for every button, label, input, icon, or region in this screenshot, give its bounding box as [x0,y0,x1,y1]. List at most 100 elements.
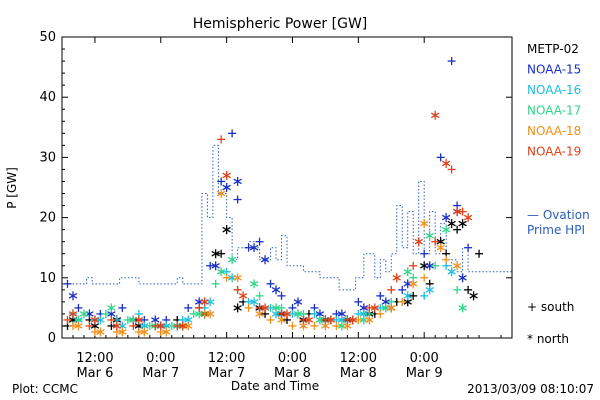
point-south-noaa-19 [409,261,418,270]
point-north-noaa-18-arm [419,220,429,227]
point-north-noaa-15-arm [249,244,259,251]
point-north-noaa-19 [441,158,451,168]
y-tick-label: 0 [48,331,56,346]
point-north-noaa-19 [326,315,336,325]
plot-timestamp: 2013/03/09 08:10:07 [467,382,594,396]
point-south-noaa-19 [63,315,72,324]
point-north-noaa-15 [293,297,303,307]
point-south-noaa-15 [233,195,242,204]
point-north-noaa-17 [403,267,412,277]
point-north-noaa-18 [74,321,83,331]
point-south-noaa-19 [447,165,456,174]
point-north-noaa-15 [233,176,242,186]
legend: METP-02 NOAA-15 NOAA-16 NOAA-17 NOAA-18 NOAA-… [527,42,590,346]
point-north-metp-02-arm [447,220,456,227]
point-north-noaa-16-arm [425,287,434,293]
point-south-noaa-15 [63,279,72,288]
point-north-noaa-18-arm [408,281,418,287]
point-north-metp-02 [458,219,467,229]
point-south-noaa-16 [310,309,319,318]
y-tick-label: 40 [39,90,56,105]
x-tick-label-date: Mar 8 [340,366,377,381]
point-south-noaa-18 [200,309,209,318]
point-south-noaa-15 [354,297,363,306]
point-south-noaa-18 [266,315,275,324]
point-north-noaa-18 [387,303,396,313]
point-south-noaa-15 [376,291,385,300]
point-south-noaa-15 [244,243,253,252]
point-south-noaa-19 [85,321,94,330]
x-tick-label-time: 0:00 [146,351,175,366]
point-south-noaa-19 [458,207,467,216]
point-north-noaa-17 [293,309,303,319]
point-north-noaa-15 [260,255,270,265]
point-north-metp-02-arm [469,293,478,299]
point-south-noaa-15 [464,243,473,252]
legend-entry: METP-02 [527,42,579,56]
point-north-noaa-19 [222,170,231,180]
point-south-noaa-15 [277,291,286,300]
point-north-noaa-17-arm [216,268,226,275]
point-north-noaa-19-arm [348,317,358,323]
x-tick-label-date: Mar 9 [406,366,443,381]
point-north-noaa-17 [227,255,237,265]
point-north-noaa-18-arm [365,317,374,323]
point-south-noaa-19 [233,285,242,294]
legend-south: + south [527,300,574,314]
point-north-noaa-17-arm [293,311,303,317]
point-south-noaa-18 [310,321,319,330]
point-north-noaa-19-arm [90,317,100,323]
point-north-noaa-17-arm [227,256,237,263]
point-south-metp-02 [409,291,418,300]
point-south-noaa-19 [173,321,182,330]
point-south-noaa-15 [118,303,127,312]
point-north-noaa-19-arm [463,214,473,221]
point-south-noaa-18 [354,315,363,324]
point-north-noaa-19-arm [326,317,336,323]
point-south-noaa-17 [123,315,132,324]
point-north-noaa-19 [370,303,380,313]
point-south-noaa-17 [255,291,264,300]
point-north-noaa-18-arm [96,329,105,335]
point-south-metp-02 [475,249,484,258]
point-north-noaa-15-arm [222,184,231,191]
point-north-noaa-16-arm [337,317,347,323]
point-north-noaa-18-arm [216,190,226,197]
point-north-noaa-16 [249,297,259,307]
point-north-metp-02 [233,303,242,313]
point-south-noaa-16 [288,309,297,318]
point-south-noaa-15 [217,177,226,186]
point-north-noaa-19 [392,273,401,283]
point-north-noaa-19 [178,321,187,331]
point-north-noaa-19-arm [370,305,380,311]
point-north-noaa-15-arm [337,311,347,317]
point-south-noaa-18 [68,321,77,330]
point-north-noaa-15-arm [441,214,451,221]
point-north-noaa-19 [68,309,78,319]
point-south-noaa-19 [255,303,264,312]
point-north-noaa-19-arm [414,238,423,245]
legend-entry: NOAA-15 [527,63,581,77]
plot-frame [61,36,513,339]
point-north-noaa-15 [425,261,434,271]
point-north-noaa-15 [441,213,451,223]
point-north-noaa-18-arm [387,305,396,311]
point-south-metp-02 [464,285,473,294]
point-south-noaa-19 [321,315,330,324]
point-south-noaa-17 [211,279,220,288]
point-north-noaa-16-arm [447,268,456,275]
point-north-noaa-16-arm [140,323,149,329]
point-south-noaa-18 [442,255,451,264]
point-south-noaa-19 [343,315,352,324]
point-north-noaa-18-arm [343,323,352,329]
point-north-noaa-15 [271,285,281,295]
point-south-noaa-17 [189,309,198,318]
point-south-noaa-15 [398,285,407,294]
y-tick-label: 20 [39,211,56,226]
point-north-noaa-19 [112,321,122,331]
point-north-noaa-19-arm [260,305,270,311]
point-north-noaa-18-arm [233,274,242,281]
